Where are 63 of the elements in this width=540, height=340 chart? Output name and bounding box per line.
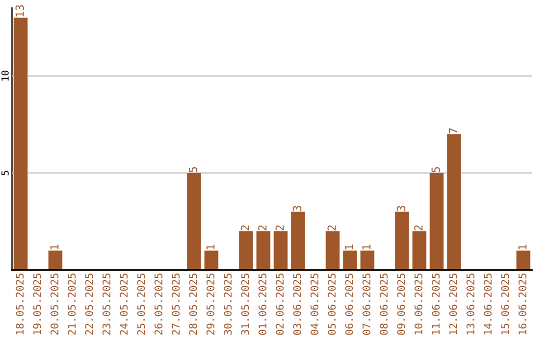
bar	[516, 250, 530, 270]
x-tick-label: 26.05.2025	[154, 274, 162, 335]
data-label: 1	[344, 244, 354, 250]
bar	[343, 250, 357, 270]
x-tick-label: 11.06.2025	[432, 274, 440, 334]
bar	[256, 231, 270, 270]
bar	[204, 250, 218, 270]
x-tick-label: 10.06.2025	[414, 274, 422, 334]
x-tick-label: 07.06.2025	[362, 274, 370, 335]
x-tick-label: 20.05.2025	[50, 274, 58, 335]
x-tick-label: 18.05.2025	[16, 274, 24, 334]
data-label: 1	[362, 244, 370, 250]
x-tick-label: 30.05.2025	[224, 274, 232, 335]
bar	[239, 231, 253, 270]
x-tick-label: 28.05.2025	[189, 274, 198, 335]
data-label: 5	[432, 167, 440, 172]
data-label: 7	[448, 128, 458, 134]
x-tick-label: 01.06.2025	[258, 274, 266, 335]
data-label: 1	[50, 244, 58, 250]
x-tick-label: 02.06.2025	[276, 274, 284, 335]
x-tick-label: 27.05.2025	[172, 274, 180, 335]
data-label: 2	[258, 225, 266, 230]
bar	[187, 172, 201, 270]
data-label: 2	[414, 225, 422, 230]
x-tick-label: 14.06.2025	[484, 274, 492, 334]
bar	[274, 231, 288, 270]
x-tick-label: 19.05.2025	[33, 274, 42, 334]
bar	[360, 250, 374, 270]
bar	[412, 231, 426, 270]
bar	[447, 134, 461, 270]
data-label: 2	[328, 225, 336, 230]
x-tick-label: 31.05.2025	[241, 274, 250, 335]
bar	[291, 212, 305, 270]
y-tick-label: 10	[1, 70, 9, 81]
data-label: 3	[396, 206, 406, 212]
x-tick-label: 22.05.2025	[85, 274, 94, 335]
x-tick-label: 13.06.2025	[466, 274, 474, 334]
x-tick-label: 15.06.2025	[501, 274, 510, 334]
x-tick-label: 09.06.2025	[397, 274, 406, 335]
x-tick-label: 23.05.2025	[102, 274, 110, 335]
x-tick-label: 16.06.2025	[518, 274, 526, 334]
data-label: 13	[16, 5, 24, 16]
x-tick-label: 06.06.2025	[345, 274, 354, 335]
data-label: 2	[240, 225, 250, 230]
bar	[430, 172, 444, 270]
x-tick-label: 08.06.2025	[380, 274, 388, 335]
bar	[48, 250, 62, 270]
x-tick-label: 25.05.2025	[137, 274, 146, 335]
x-tick-label: 29.05.2025	[206, 274, 214, 335]
bar	[326, 231, 340, 270]
x-tick-label: 24.05.2025	[120, 274, 128, 335]
data-label: 3	[292, 206, 302, 212]
bar	[14, 18, 28, 270]
data-label: 1	[518, 244, 526, 250]
bar	[395, 212, 409, 270]
x-tick-label: 05.06.2025	[328, 274, 336, 335]
data-label: 5	[188, 167, 198, 172]
x-tick-label: 21.05.2025	[68, 274, 76, 335]
x-tick-label: 04.06.2025	[310, 274, 318, 335]
data-label: 1	[206, 244, 214, 250]
x-tick-label: 12.06.2025	[449, 274, 458, 334]
data-label: 2	[276, 225, 284, 230]
x-tick-label: 03.06.2025	[293, 274, 302, 335]
